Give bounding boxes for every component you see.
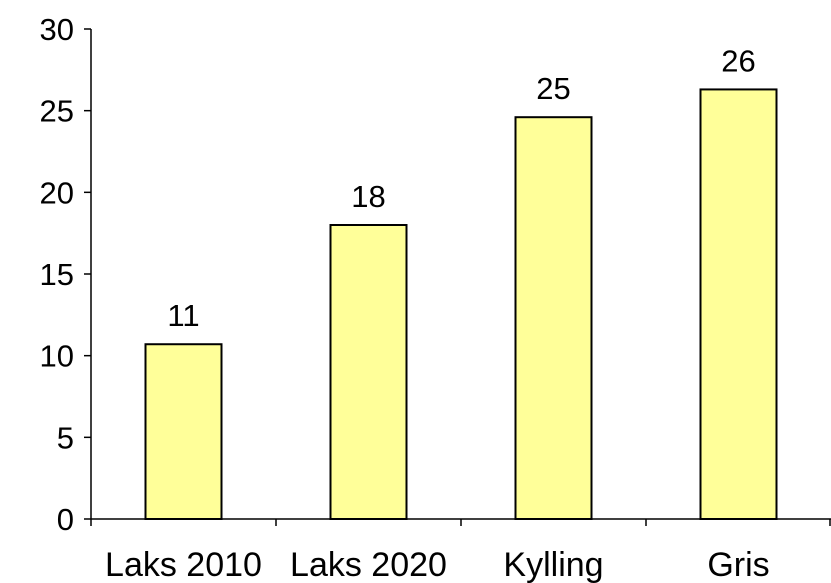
x-tick-label: Laks 2020 <box>290 546 447 583</box>
bar-laks-2020 <box>329 224 408 520</box>
data-label: 26 <box>721 43 755 78</box>
data-label: 25 <box>536 71 570 106</box>
y-tick-label: 15 <box>40 257 74 292</box>
bar-gris <box>699 88 778 521</box>
y-tick-label: 5 <box>57 420 74 455</box>
x-tick-label: Laks 2010 <box>105 546 262 583</box>
y-tick-label: 30 <box>40 12 74 47</box>
x-tick-label: Gris <box>707 546 769 583</box>
labels-layer: 11 Laks 2010 18 Laks 2020 25 Kylling 26 Gris 0 5 1… <box>40 12 770 583</box>
bar-kylling <box>514 116 593 520</box>
y-tick-label: 0 <box>57 502 74 537</box>
data-label: 18 <box>351 179 385 214</box>
axes-layer <box>84 28 831 526</box>
x-tick-label: Kylling <box>503 546 603 583</box>
y-tick-label: 20 <box>40 175 74 210</box>
y-tick-label: 25 <box>40 94 74 129</box>
bars-layer <box>144 88 778 521</box>
y-tick-label: 10 <box>40 339 74 374</box>
bar-laks-2010 <box>144 343 223 520</box>
data-label: 11 <box>167 298 199 333</box>
